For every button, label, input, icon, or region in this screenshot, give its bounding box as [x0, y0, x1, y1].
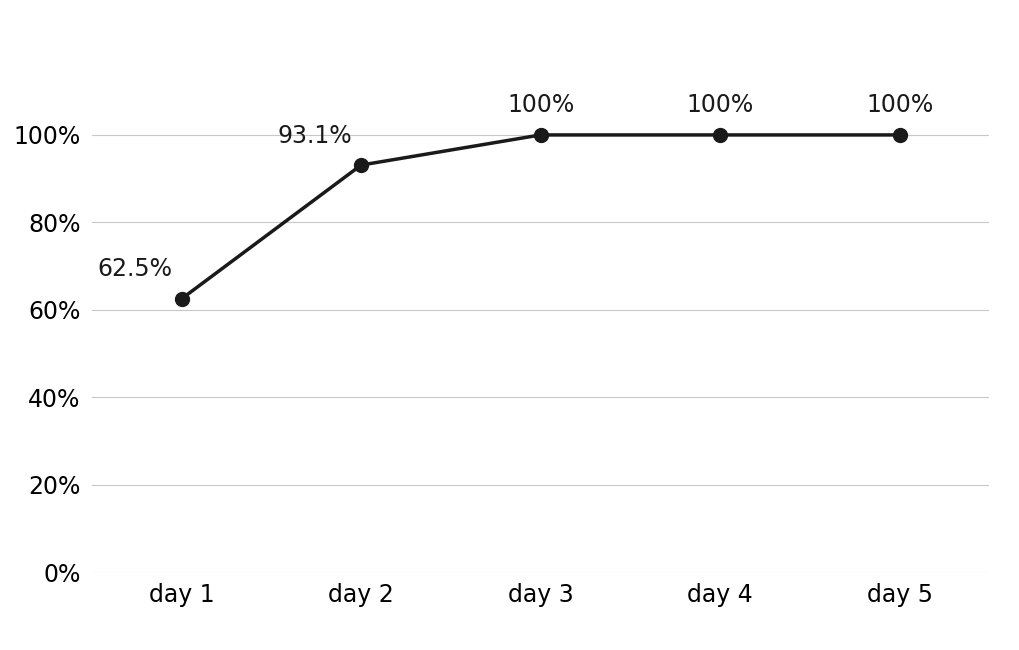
Text: 100%: 100% — [506, 94, 574, 118]
Text: 62.5%: 62.5% — [98, 257, 172, 281]
Text: 100%: 100% — [865, 94, 932, 118]
Text: 93.1%: 93.1% — [277, 124, 352, 148]
Text: 100%: 100% — [686, 94, 753, 118]
